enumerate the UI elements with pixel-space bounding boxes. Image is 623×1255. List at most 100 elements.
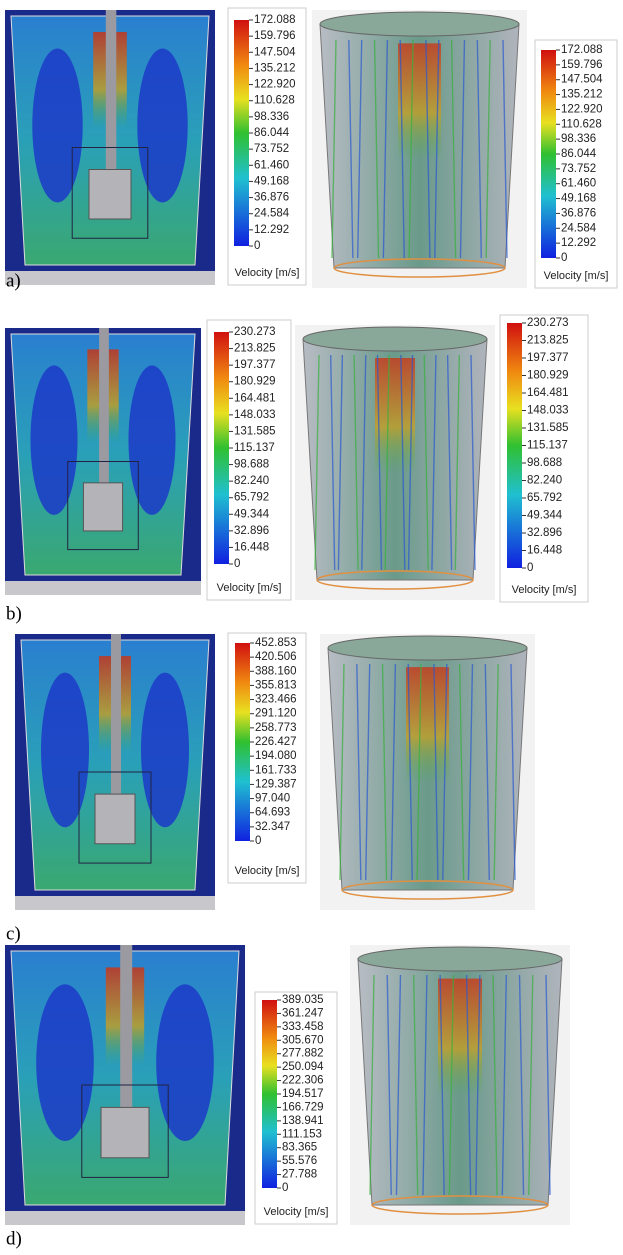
streamline [395,974,402,1196]
vortex [128,365,176,515]
tick-label: 159.796 [561,59,603,71]
streamline [337,354,344,571]
tick-label: 291.120 [255,708,297,720]
tick-label: 86.044 [254,127,290,139]
tick-label: 172.088 [561,44,603,56]
tick-label: 250.094 [282,1061,324,1073]
tick-label: 129.387 [255,778,297,790]
tick-label: 213.825 [234,343,276,355]
shaft [111,634,121,833]
tick-label: 159.796 [254,30,296,42]
tick-label: 0 [234,558,240,570]
streamline [331,39,337,259]
tick-label: 135.212 [561,89,603,101]
tick-label: 61.460 [254,159,289,171]
streamline [407,354,414,571]
tick-label: 164.481 [234,392,276,404]
streamline [545,974,551,1196]
streamline [364,663,371,881]
streamline [448,974,455,1196]
tick-label: 49.168 [561,193,596,205]
streamline [446,354,453,571]
tick-label: 452.853 [255,637,297,649]
streamline [412,974,419,1196]
tick-label: 355.813 [255,679,297,691]
colorbar-title: Velocity [m/s] [512,584,577,596]
tick-label: 131.585 [527,422,569,434]
streamline [485,39,491,259]
core-flow [438,978,482,1097]
impeller-zone [67,461,139,551]
streamline [423,354,429,571]
shaft [120,945,133,1147]
streamline [442,663,448,881]
tick-label: 0 [282,1182,288,1194]
vortex [30,365,78,515]
colorbar [541,50,556,258]
tick-label: 148.033 [527,405,569,417]
streamline [458,663,465,881]
streamline [369,974,375,1196]
streamline [348,39,354,259]
tick-label: 258.773 [255,722,297,734]
tick-label: 32.896 [234,525,269,537]
tick-label: 222.306 [282,1075,324,1087]
streamline [450,39,457,259]
tick-label: 420.506 [255,651,297,663]
tick-label: 230.273 [234,326,276,338]
core-flow [375,358,415,474]
panel-label: d) [6,1228,22,1249]
tick-label: 115.137 [234,442,275,454]
tick-label: 65.792 [527,492,562,504]
streamline [407,663,413,881]
tick-label: 110.628 [254,95,295,107]
tick-label: 361.247 [282,1007,324,1019]
colorbar [234,20,249,246]
tick-label: 82.240 [234,475,269,487]
impeller-zone [81,1084,169,1178]
cup-bottom [333,258,506,278]
tick-label: 24.584 [254,208,290,220]
tick-label: 305.670 [282,1034,324,1046]
colorbar-title: Velocity [m/s] [544,270,609,282]
impeller [88,169,132,220]
tick-label: 32.347 [255,821,290,833]
tick-label: 97.040 [255,793,290,805]
streamline [433,663,439,881]
streamline [425,39,431,259]
tick-label: 27.788 [282,1169,317,1181]
shaft [99,328,109,521]
shaft [105,10,117,208]
streamline [493,663,499,881]
colorbar [507,323,522,568]
impeller-zone [78,771,152,864]
tick-label: 12.292 [254,224,289,236]
tick-label: 55.576 [282,1155,317,1167]
tick-label: 83.365 [282,1142,317,1154]
streamline [492,974,498,1196]
streamline [518,974,525,1196]
tick-label: 98.336 [254,111,289,123]
colorbar-title: Velocity [m/s] [235,267,300,279]
tick-label: 12.292 [561,237,596,249]
tick-label: 64.693 [255,807,290,819]
tick-label: 110.628 [561,118,602,130]
base [5,1211,245,1225]
tick-label: 197.377 [527,352,569,364]
tick-label: 161.733 [255,764,297,776]
impeller [100,1106,150,1159]
streamline [422,974,428,1196]
base [5,581,201,595]
streamline [416,663,422,881]
tick-label: 180.929 [527,370,569,382]
streamline [373,39,380,259]
streamline [408,39,414,259]
base [5,271,215,285]
tick-label: 147.504 [561,74,603,86]
streamline [339,663,345,881]
cup-bottom [371,1195,549,1215]
vortex [41,672,89,828]
colorbar-title: Velocity [m/s] [235,865,300,877]
vortex [137,48,188,203]
